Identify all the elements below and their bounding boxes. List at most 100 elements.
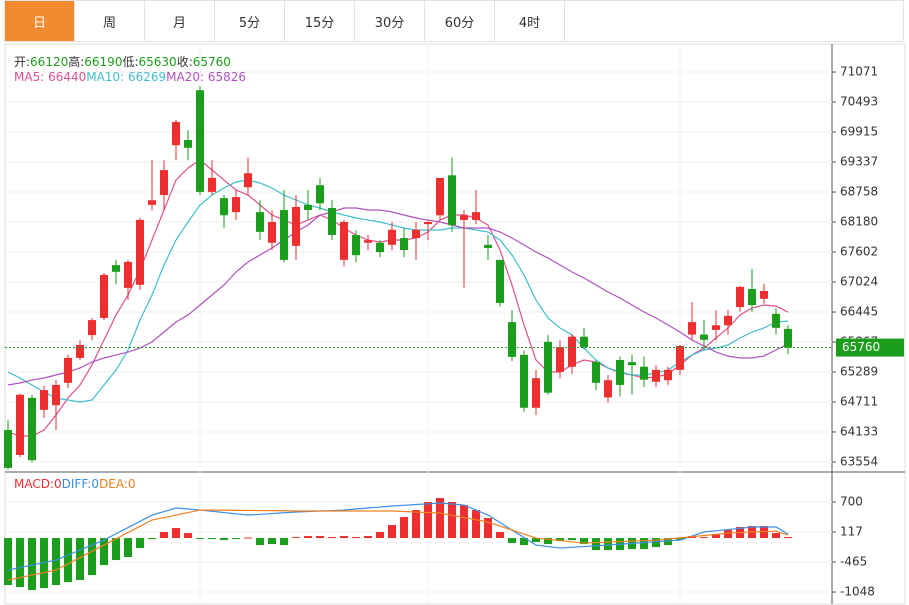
macd-bar xyxy=(16,538,24,588)
candle-body xyxy=(220,198,228,216)
y-tick-label: 68180 xyxy=(840,215,878,229)
ma-label: MA5: xyxy=(14,70,45,84)
candle-body xyxy=(292,206,300,246)
macd-bar xyxy=(316,536,324,539)
readout-value: 66190 xyxy=(84,55,123,69)
ohlc-readout: 开:66120高:66190低:65630收:65760 xyxy=(14,53,231,70)
candle-body xyxy=(76,344,84,358)
macd-bar xyxy=(64,538,72,583)
macd-bar xyxy=(556,538,564,542)
readout-label: 开: xyxy=(14,55,31,69)
macd-bar xyxy=(448,502,456,539)
ma-label: MA20: xyxy=(166,70,205,84)
candle-body xyxy=(64,357,72,383)
candle-body xyxy=(532,378,540,408)
candle-body xyxy=(184,140,192,148)
readout-value: 66120 xyxy=(30,55,69,69)
y-tick-label: 71071 xyxy=(840,65,878,79)
macd-bar xyxy=(532,538,540,543)
macd-bar xyxy=(376,532,384,539)
period-tab[interactable]: 15分 xyxy=(285,1,355,41)
candle-body xyxy=(448,175,456,226)
candle-body xyxy=(424,222,432,225)
candle-body xyxy=(136,219,144,285)
y-tick-label: 63554 xyxy=(840,455,878,469)
ma-line xyxy=(7,207,789,386)
macd-bar xyxy=(664,538,672,546)
period-tab[interactable]: 60分 xyxy=(425,1,495,41)
readout-value: 65630 xyxy=(138,55,177,69)
readout-label: 高: xyxy=(68,55,85,69)
macd-bar xyxy=(520,538,528,546)
y-tick-label: 64711 xyxy=(840,394,878,408)
period-tab[interactable]: 30分 xyxy=(355,1,425,41)
macd-bar xyxy=(676,538,684,541)
macd-bar xyxy=(160,532,168,539)
readout-label: DEA: xyxy=(99,477,128,491)
macd-bar xyxy=(568,538,576,541)
candle-body xyxy=(268,222,276,243)
readout-label: MACD: xyxy=(14,477,55,491)
macd-bar xyxy=(208,538,216,540)
candle-body xyxy=(232,197,240,213)
readout-label: 低: xyxy=(122,55,139,69)
candle-body xyxy=(412,229,420,239)
candle-body xyxy=(724,315,732,326)
candle-body xyxy=(760,291,768,299)
plot: 71071 70493 69915 69337 68758 68180 67602 67024… xyxy=(4,65,904,599)
candle-body xyxy=(772,313,780,328)
macd-bar xyxy=(772,533,780,539)
period-tab[interactable]: 4时 xyxy=(495,1,565,41)
candle-body xyxy=(40,390,48,410)
candle-body xyxy=(304,204,312,211)
candle-body xyxy=(556,347,564,372)
candle-body xyxy=(16,394,24,455)
macd-bar xyxy=(496,532,504,539)
y-tick-label: 66445 xyxy=(840,305,878,319)
period-tab[interactable]: 日 xyxy=(5,1,75,41)
candle-body xyxy=(148,200,156,205)
y-tick-label: 70493 xyxy=(840,95,878,109)
candle-body xyxy=(676,346,684,370)
candle-body xyxy=(544,341,552,393)
candle-body xyxy=(112,265,120,272)
candle-body xyxy=(496,259,504,303)
macd-bar xyxy=(268,538,276,545)
candle-body xyxy=(568,336,576,367)
candle-body xyxy=(4,430,12,468)
macd-bar xyxy=(640,538,648,550)
candle-body xyxy=(484,244,492,248)
candle-body xyxy=(688,322,696,335)
macd-bar xyxy=(328,537,336,539)
candle-body xyxy=(472,212,480,220)
period-tab[interactable]: 月 xyxy=(145,1,215,41)
candle-body xyxy=(100,274,108,318)
y-tick-label: 68758 xyxy=(840,185,878,199)
period-tab[interactable]: 周 xyxy=(75,1,145,41)
last-price-label: 65760 xyxy=(842,340,880,354)
candle-body xyxy=(580,336,588,348)
candle-body xyxy=(508,322,516,357)
candle-body xyxy=(592,362,600,383)
readout-label: 收: xyxy=(176,55,193,69)
macd-bar xyxy=(76,538,84,581)
ma-label: MA10: xyxy=(86,70,125,84)
candle-body xyxy=(28,397,36,461)
y-tick-label: 64133 xyxy=(840,424,878,438)
macd-bar xyxy=(256,538,264,546)
candle-body xyxy=(712,325,720,330)
period-tab[interactable]: 5分 xyxy=(215,1,285,41)
candle-body xyxy=(460,215,468,220)
macd-bar xyxy=(280,538,288,546)
candle-body xyxy=(628,362,636,366)
macd-line xyxy=(7,509,789,581)
macd-bar xyxy=(652,538,660,548)
candle-body xyxy=(208,177,216,192)
candle-body xyxy=(160,170,168,196)
macd-bar xyxy=(88,538,96,576)
candle-body xyxy=(736,286,744,308)
candle-body xyxy=(196,90,204,192)
candle-body xyxy=(316,185,324,204)
macd-bar xyxy=(580,538,588,545)
